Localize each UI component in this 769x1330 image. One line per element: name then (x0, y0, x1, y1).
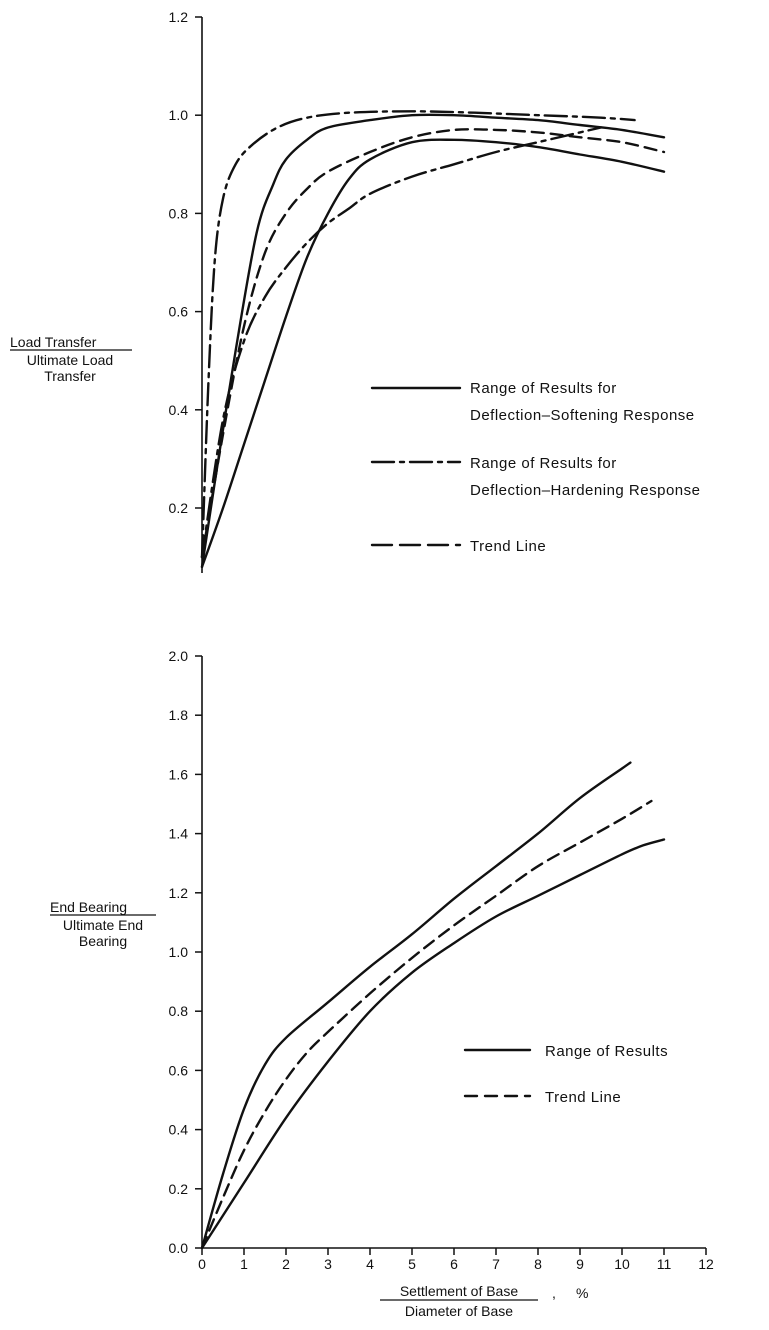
bottom-ytick-label: 1.2 (169, 885, 189, 901)
bottom-ytick-label: 1.6 (169, 766, 189, 782)
bottom-xtick-label: 9 (576, 1256, 584, 1272)
bottom-axes (201, 656, 706, 1249)
legend-label-trend: Trend Line (470, 538, 546, 555)
top-series-4-dashdot (200, 126, 603, 559)
bottom-ytick-label: 0.2 (169, 1181, 189, 1197)
top-ylabel-numerator: Load Transfer (10, 334, 97, 350)
top-ytick-label: 0.4 (169, 402, 189, 418)
top-ytick-label: 1.0 (169, 107, 189, 123)
bottom-xlabel-denominator: Diameter of Base (405, 1303, 513, 1319)
bottom-xtick-label: 1 (240, 1256, 248, 1272)
bottom-ytick-label: 1.8 (169, 707, 189, 723)
bottom-ytick-label: 0.4 (169, 1122, 189, 1138)
bottom-ytick-label: 1.0 (169, 944, 189, 960)
bottom-ytick-label: 0.6 (169, 1062, 189, 1078)
top-ytick-label: 0.8 (169, 205, 189, 221)
top-ytick-label: 0.6 (169, 304, 189, 320)
legend-label-hardening-line2: Deflection–Hardening Response (470, 482, 700, 499)
bottom-xtick-label: 0 (198, 1256, 206, 1272)
bottom-xtick-label: 3 (324, 1256, 332, 1272)
bottom-xtick-label: 4 (366, 1256, 374, 1272)
top-series-1-solid (200, 113, 666, 569)
top-ylabel-denominator-line2: Transfer (44, 368, 96, 384)
bottom-ylabel-denominator-line2: Bearing (79, 933, 127, 949)
top-y-ticks: 0.2 0.4 0.6 0.8 1.0 1.2 (169, 9, 202, 516)
bottom-xtick-label: 5 (408, 1256, 416, 1272)
top-series-5-dashed (200, 128, 666, 559)
bottom-series-3-dashed (200, 799, 653, 1250)
bottom-xlabel-numerator: Settlement of Base (400, 1283, 519, 1299)
bottom-ylabel-numerator: End Bearing (50, 899, 127, 915)
top-series-3-dashdot (200, 110, 636, 559)
bottom-xtick-label: 12 (698, 1256, 714, 1272)
top-ytick-label: 1.2 (169, 9, 189, 25)
bottom-xtick-label: 8 (534, 1256, 542, 1272)
legend-label-hardening-line1: Range of Results for (470, 455, 617, 472)
bottom-ytick-label: 2.0 (169, 648, 189, 664)
bottom-ytick-label: 1.4 (169, 826, 189, 842)
top-ytick-label: 0.2 (169, 500, 189, 516)
bottom-series-2-solid (200, 838, 666, 1250)
bottom-ylabel-denominator-line1: Ultimate End (63, 917, 143, 933)
bottom-xtick-label: 11 (657, 1256, 672, 1272)
bottom-y-ticks: 0.0 0.2 0.4 0.6 0.8 1.0 1.2 1.4 1.6 1.8 2.0 (169, 648, 202, 1256)
bottom-x-ticks: 0 1 2 3 4 5 6 7 8 9 10 11 12 (198, 1248, 714, 1272)
bottom-xtick-label: 7 (492, 1256, 500, 1272)
top-series-group (200, 110, 666, 569)
legend-label-softening-line1: Range of Results for (470, 380, 617, 397)
legend-label-softening-line2: Deflection–Softening Response (470, 407, 695, 424)
legend-label-trend-bottom: Trend Line (545, 1089, 621, 1106)
bottom-series-1-solid (200, 761, 632, 1250)
bottom-xlabel-unit: % (576, 1285, 588, 1301)
top-series-2-solid (200, 138, 666, 569)
top-legend: Range of Results for Deflection–Softenin… (370, 380, 700, 555)
bottom-ytick-label: 0.8 (169, 1003, 189, 1019)
bottom-xtick-label: 2 (282, 1256, 290, 1272)
bottom-ytick-label: 0.0 (169, 1240, 189, 1256)
bottom-legend: Range of Results Trend Line (463, 1043, 668, 1106)
bottom-series-group (200, 761, 666, 1250)
bottom-xlabel-comma: , (552, 1285, 556, 1301)
top-chart: 0.2 0.4 0.6 0.8 1.0 1.2 Load Transfer Ultimat… (10, 9, 700, 573)
bottom-xtick-label: 10 (614, 1256, 630, 1272)
legend-label-range: Range of Results (545, 1043, 668, 1060)
top-ylabel-denominator-line1: Ultimate Load (27, 352, 113, 368)
bottom-xtick-label: 6 (450, 1256, 458, 1272)
